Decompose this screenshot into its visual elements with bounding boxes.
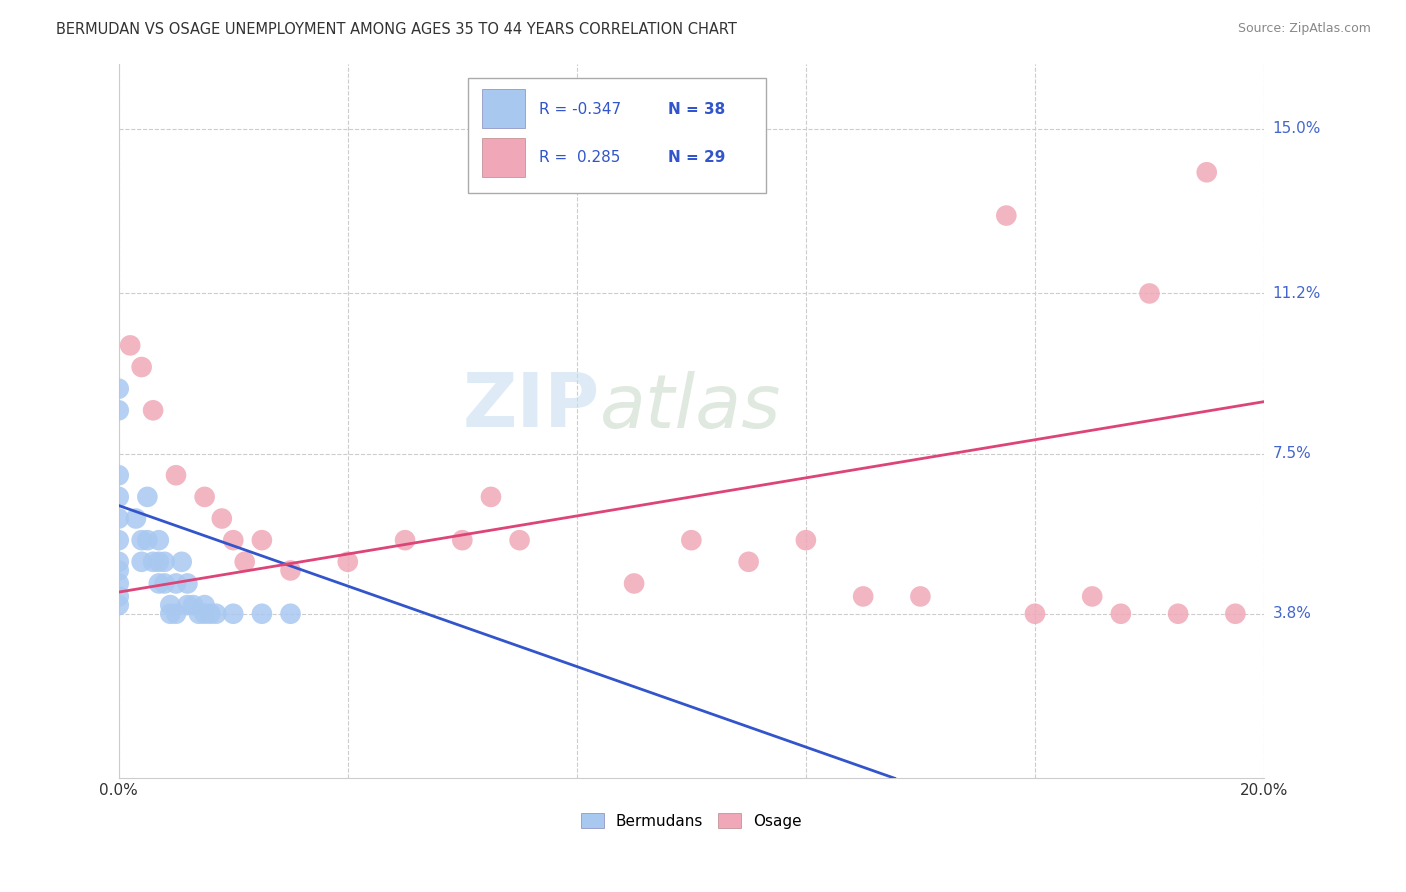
Point [1225,607,1247,621]
Point [107,511,129,525]
Point [107,533,129,548]
Point [222,533,245,548]
Point [131,533,153,548]
Point [148,576,170,591]
Point [1024,607,1046,621]
Point [153,555,176,569]
Point [205,607,228,621]
Point [910,590,932,604]
Point [479,490,502,504]
Point [451,533,474,548]
Point [107,490,129,504]
Point [131,359,153,374]
Point [509,533,531,548]
Point [200,607,222,621]
Text: atlas: atlas [600,371,782,442]
Point [211,511,233,525]
FancyBboxPatch shape [482,89,526,128]
Point [794,533,817,548]
Point [280,607,302,621]
Text: ZIP: ZIP [463,370,600,443]
Text: 11.2%: 11.2% [1272,286,1320,301]
Point [107,564,129,578]
Point [170,555,193,569]
Text: N = 29: N = 29 [668,150,725,165]
Point [107,590,129,604]
Text: 7.5%: 7.5% [1272,446,1310,461]
Point [136,490,159,504]
Point [1195,165,1218,179]
Point [148,555,170,569]
Point [107,403,129,417]
Text: 3.8%: 3.8% [1272,607,1312,621]
Point [148,533,170,548]
Point [623,576,645,591]
Point [165,576,187,591]
Point [1139,286,1161,301]
Point [1109,607,1132,621]
Point [107,555,129,569]
Point [153,576,176,591]
Point [194,490,217,504]
Point [107,576,129,591]
Point [852,590,875,604]
Point [250,607,273,621]
Point [280,564,302,578]
Point [136,533,159,548]
Text: N = 38: N = 38 [668,102,725,117]
Point [394,533,416,548]
Point [176,598,198,612]
Point [737,555,759,569]
Legend: Bermudans, Osage: Bermudans, Osage [575,806,808,835]
Text: BERMUDAN VS OSAGE UNEMPLOYMENT AMONG AGES 35 TO 44 YEARS CORRELATION CHART: BERMUDAN VS OSAGE UNEMPLOYMENT AMONG AGE… [56,22,737,37]
Point [165,468,187,483]
Point [995,209,1018,223]
FancyBboxPatch shape [482,137,526,177]
Point [107,468,129,483]
Point [194,598,217,612]
Text: R =  0.285: R = 0.285 [538,150,620,165]
Point [222,607,245,621]
Point [159,598,181,612]
Text: 15.0%: 15.0% [1272,121,1320,136]
Point [176,576,198,591]
FancyBboxPatch shape [468,78,766,193]
Point [125,511,148,525]
Point [165,607,187,621]
Point [159,607,181,621]
Point [131,555,153,569]
Text: Source: ZipAtlas.com: Source: ZipAtlas.com [1237,22,1371,36]
Text: R = -0.347: R = -0.347 [538,102,621,117]
Point [181,598,204,612]
Point [681,533,703,548]
Point [107,382,129,396]
Point [1081,590,1104,604]
Point [107,598,129,612]
Point [233,555,256,569]
Point [250,533,273,548]
Point [142,403,165,417]
Point [142,555,165,569]
Point [336,555,359,569]
Point [187,607,209,621]
Point [120,338,142,352]
Point [1167,607,1189,621]
Point [194,607,217,621]
